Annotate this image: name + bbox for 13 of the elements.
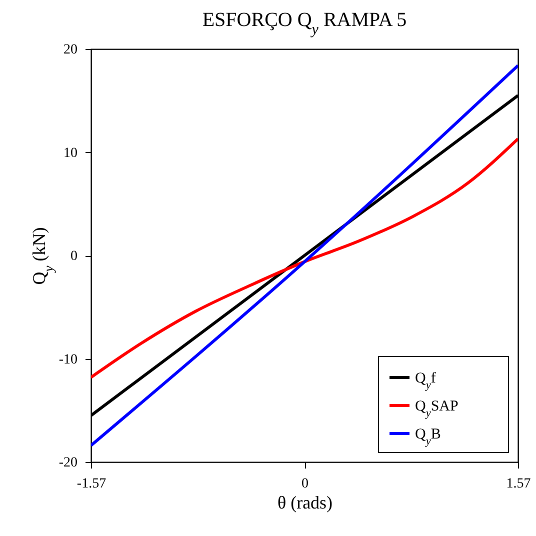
chart-title: ESFORÇO Q$_{y}$ RAMPA 5 bbox=[202, 9, 407, 38]
legend-label: Q$_{y}$SAP bbox=[415, 398, 458, 420]
y-tick-label: 0 bbox=[70, 249, 78, 264]
y-tick-label: 10 bbox=[64, 146, 78, 161]
y-tick-label: 20 bbox=[64, 42, 78, 58]
legend-label: Q$_{y}$f bbox=[415, 370, 436, 392]
x-tick-label: 0 bbox=[302, 476, 308, 492]
legend-label: Q$_{y}$B bbox=[415, 426, 441, 448]
x-tick-label: -1.57 bbox=[76, 476, 106, 492]
x-axis-title: θ (rads) bbox=[277, 492, 333, 512]
y-tick-label: -20 bbox=[58, 456, 78, 470]
x-tick-label: 1.57 bbox=[506, 476, 531, 492]
y-tick-label: -10 bbox=[58, 352, 78, 368]
